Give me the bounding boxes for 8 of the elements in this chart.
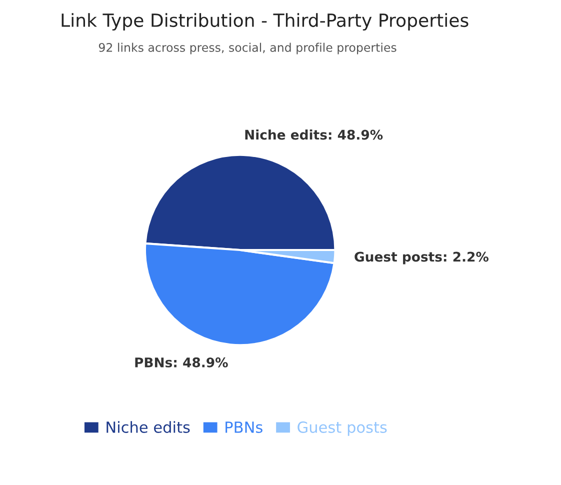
- data-label: Guest posts: 2.2%: [354, 252, 489, 264]
- chart-title: Link Type Distribution - Third-Party Properties: [62, 13, 468, 31]
- chart-subtitle: 92 links across press, social, and profile properties: [98, 42, 396, 54]
- data-label: PBNs: 48.9%: [135, 357, 228, 368]
- legend-label: Niche edits: [106, 421, 190, 433]
- legend-label: PBNs: [226, 422, 262, 433]
- legend-label: Guest posts: [298, 421, 387, 436]
- data-label: Niche edits: 48.9%: [245, 130, 383, 140]
